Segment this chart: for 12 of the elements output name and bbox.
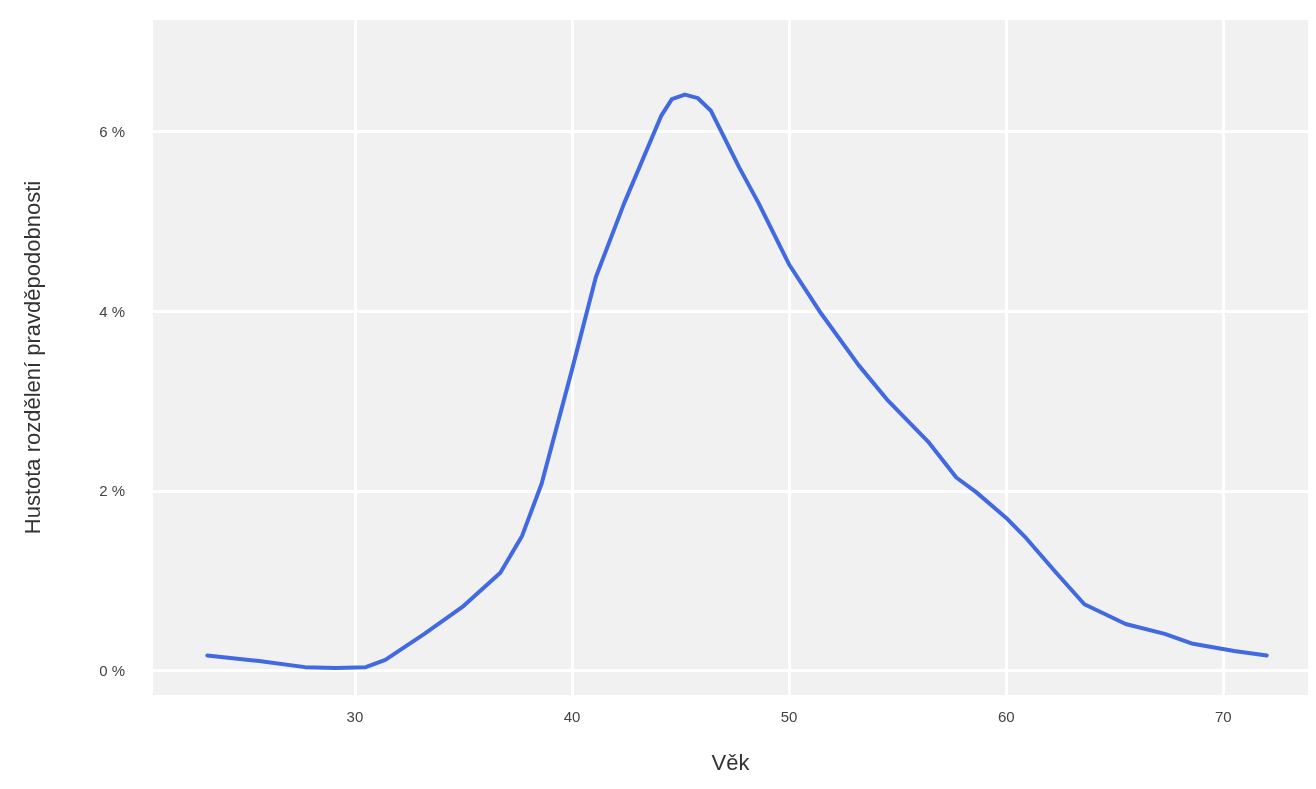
x-tick-label: 50	[780, 708, 798, 725]
y-tick-label: 4 %	[99, 302, 125, 320]
y-tick-label: 0 %	[99, 662, 125, 680]
y-tick-label: 6 %	[99, 122, 125, 140]
x-tick-label: 60	[997, 708, 1015, 725]
x-axis-title: Věk	[711, 749, 751, 775]
x-tick-label: 70	[1214, 708, 1232, 725]
y-tick-label: 2 %	[99, 482, 125, 500]
line-series	[205, 92, 1269, 671]
y-axis-title: Hustota rozdělení pravděpodobnosti	[19, 180, 45, 535]
x-tick-label: 40	[563, 708, 581, 725]
x-tick-label: 30	[346, 708, 364, 725]
